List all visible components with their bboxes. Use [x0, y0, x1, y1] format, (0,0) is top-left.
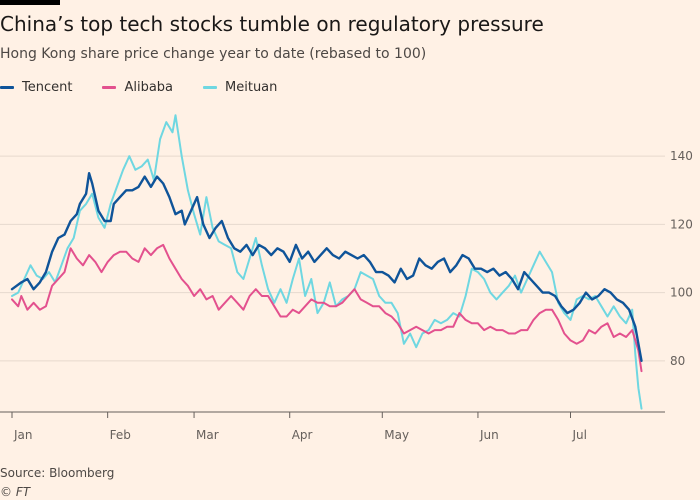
legend-label-meituan: Meituan	[225, 80, 278, 95]
x-tick-label-mar: Mar	[196, 428, 219, 442]
x-tick-label-feb: Feb	[110, 428, 131, 442]
legend-label-alibaba: Alibaba	[124, 80, 174, 95]
x-tick-label-may: May	[384, 428, 409, 442]
y-tick-label-120: 120	[670, 217, 693, 231]
legend-swatch-meituan	[203, 86, 218, 89]
source-note: Source: Bloomberg	[0, 466, 115, 480]
ft-brand-bar	[0, 0, 60, 5]
x-tick-label-jan: Jan	[13, 428, 33, 442]
legend-item-meituan: Meituan	[203, 80, 277, 95]
y-tick-label-80: 80	[670, 354, 685, 368]
legend-swatch-alibaba	[102, 86, 117, 89]
x-tick-label-apr: Apr	[292, 428, 313, 442]
ft-credit: © FT	[0, 485, 31, 499]
chart-title: China’s top tech stocks tumble on regula…	[0, 12, 544, 36]
series-line-alibaba	[11, 243, 643, 373]
y-tick-label-100: 100	[670, 286, 693, 300]
series-line-tencent	[10, 171, 643, 362]
series-line-meituan	[11, 114, 643, 410]
x-tick-label-jul: Jul	[572, 428, 587, 442]
chart-subtitle: Hong Kong share price change year to dat…	[0, 46, 427, 62]
legend-item-alibaba: Alibaba	[102, 80, 173, 95]
legend-item-tencent: Tencent	[0, 80, 72, 95]
legend-swatch-tencent	[0, 86, 14, 89]
legend-label-tencent: Tencent	[22, 80, 73, 95]
x-tick-label-jun: Jun	[479, 428, 499, 442]
y-tick-label-140: 140	[670, 149, 693, 163]
chart-legend: Tencent Alibaba Meituan	[0, 80, 307, 95]
